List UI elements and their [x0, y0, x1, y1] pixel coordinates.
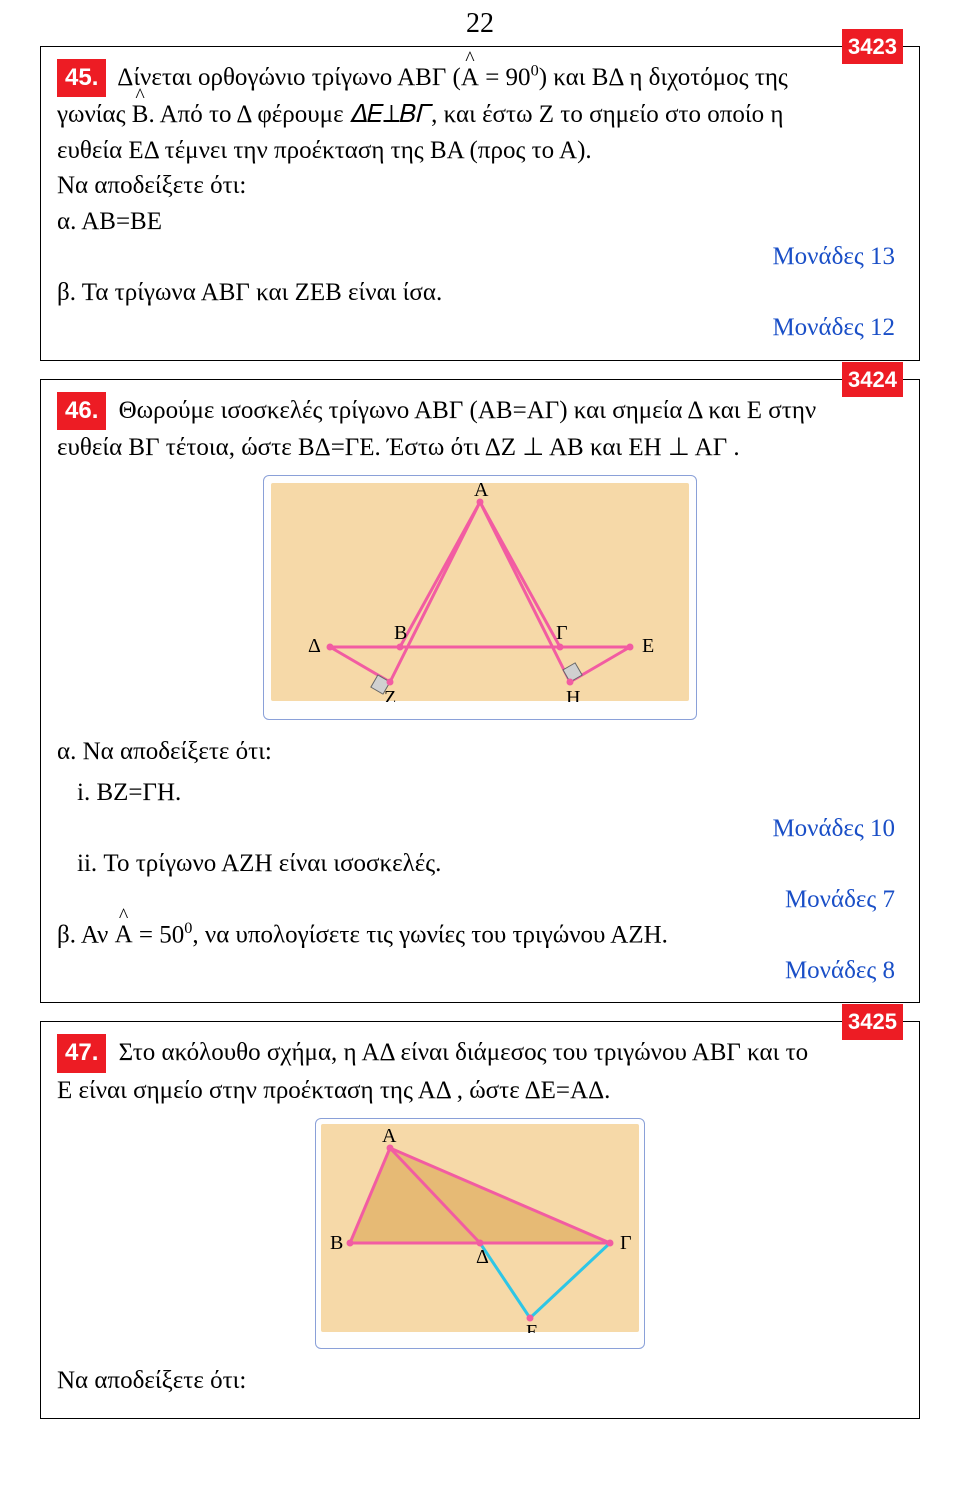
p45-line1: 45. Δίνεται ορθογώνιο τρίγωνο ΑΒΓ (Α = 9…	[57, 59, 903, 97]
p47-figure-wrap: Α Β Γ Δ Ε	[57, 1118, 903, 1349]
p46-ii: ii. Το τρίγωνο ΑΖΗ είναι ισοσκελές.	[57, 846, 903, 882]
p46-b1: β. Αν	[57, 921, 115, 948]
badge-3424: 3424	[842, 362, 903, 397]
p46-line1: 46. Θωρούμε ισοσκελές τρίγωνο ΑΒΓ (ΑΒ=ΑΓ…	[57, 392, 903, 430]
p45-points-a: Μονάδες 13	[57, 239, 903, 275]
hat-B: Β	[132, 97, 149, 133]
p45-b: β. Τα τρίγωνα ΑΒΓ και ΖΕΒ είναι ίσα.	[57, 275, 903, 311]
p46-points-b: Μονάδες 8	[57, 953, 903, 989]
p47-t1: Στο ακόλουθο σχήμα, η ΑΔ είναι διάμεσος …	[112, 1039, 808, 1066]
p45-t1: Δίνεται ορθογώνιο τρίγωνο ΑΒΓ (	[112, 64, 461, 91]
badge-3423: 3423	[842, 29, 903, 64]
svg-text:Β: Β	[394, 622, 407, 644]
p47-line1: 47. Στο ακόλουθο σχήμα, η ΑΔ είναι διάμε…	[57, 1034, 903, 1072]
p46-figure-wrap: Α Δ Β Γ Ε Ζ Η	[57, 475, 903, 720]
p46-figure-frame: Α Δ Β Γ Ε Ζ Η	[263, 475, 697, 720]
p45-line3: ευθεία ΕΔ τέμνει την προέκταση της ΒΑ (π…	[57, 133, 903, 169]
problem-46: 3424 46. Θωρούμε ισοσκελές τρίγωνο ΑΒΓ (…	[40, 379, 920, 1004]
badge-3425: 3425	[842, 1004, 903, 1039]
p45-line2: γωνίας Β. Από το Δ φέρουμε 𝛥𝛦⊥𝛣𝛤, και έσ…	[57, 97, 903, 133]
p46-b2: = 50	[133, 921, 185, 948]
qnum-47: 47.	[57, 1034, 106, 1072]
svg-text:Β: Β	[330, 1232, 343, 1254]
svg-text:Ε: Ε	[526, 1321, 538, 1333]
svg-text:Δ: Δ	[476, 1246, 489, 1268]
p46-points-ii: Μονάδες 7	[57, 882, 903, 918]
p45-l2b: . Από το Δ φέρουμε 𝛥𝛦⊥𝛣𝛤, και έστω Ζ το …	[148, 101, 783, 128]
p45-l2a: γωνίας	[57, 101, 132, 128]
p45-sup0: 0	[531, 62, 539, 80]
p45-t1c: ) και ΒΔ η διχοτόμος της	[539, 64, 788, 91]
svg-text:Ζ: Ζ	[384, 687, 396, 702]
p46-b3: , να υπολογίσετε τις γωνίες του τριγώνου…	[192, 921, 668, 948]
svg-text:Γ: Γ	[556, 622, 568, 644]
p45-prove: Να αποδείξετε ότι:	[57, 168, 903, 204]
p46-figure-svg: Α Δ Β Γ Ε Ζ Η	[270, 482, 690, 702]
p45-a: α. ΑΒ=ΒΕ	[57, 204, 903, 240]
p46-t1: Θωρούμε ισοσκελές τρίγωνο ΑΒΓ (ΑΒ=ΑΓ) κα…	[112, 397, 816, 424]
p46-line2: ευθεία ΒΓ τέτοια, ώστε ΒΔ=ΓΕ. Έστω ότι Δ…	[57, 430, 903, 466]
p45-t1b: = 90	[479, 64, 531, 91]
svg-text:Η: Η	[566, 687, 580, 702]
svg-text:Α: Α	[474, 482, 489, 501]
p47-figure-svg: Α Β Γ Δ Ε	[320, 1123, 640, 1333]
p46-points-i: Μονάδες 10	[57, 811, 903, 847]
p47-line2: Ε είναι σημείο στην προέκταση της ΑΔ , ώ…	[57, 1073, 903, 1109]
svg-text:Γ: Γ	[620, 1232, 632, 1254]
qnum-45: 45.	[57, 59, 106, 97]
svg-text:Δ: Δ	[308, 635, 321, 657]
problem-45: 3423 45. Δίνεται ορθογώνιο τρίγωνο ΑΒΓ (…	[40, 46, 920, 361]
p46-i: i. ΒΖ=ΓΗ.	[57, 775, 903, 811]
p47-prove: Να αποδείξετε ότι:	[57, 1363, 903, 1399]
p46-prove: α. Να αποδείξετε ότι:	[57, 734, 903, 770]
p45-points-b: Μονάδες 12	[57, 310, 903, 346]
svg-text:Ε: Ε	[642, 635, 654, 657]
page-number: 22	[0, 0, 960, 46]
problem-47: 3425 47. Στο ακόλουθο σχήμα, η ΑΔ είναι …	[40, 1021, 920, 1419]
p47-figure-frame: Α Β Γ Δ Ε	[315, 1118, 645, 1349]
qnum-46: 46.	[57, 392, 106, 430]
hat-A: Α	[461, 60, 479, 96]
p46-b: β. Αν Α = 500, να υπολογίσετε τις γωνίες…	[57, 917, 903, 953]
hat-A46: Α	[115, 917, 133, 953]
svg-text:Α: Α	[382, 1125, 397, 1147]
